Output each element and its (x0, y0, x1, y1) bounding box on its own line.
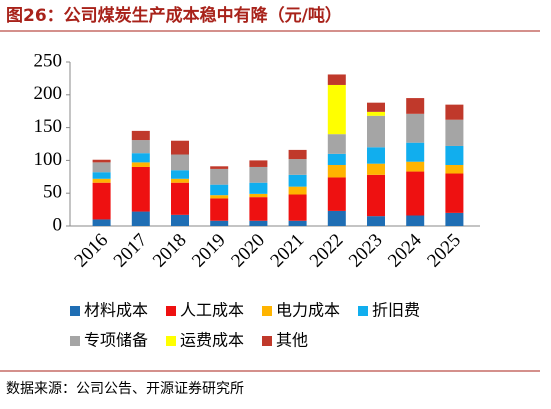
legend-label: 专项储备 (84, 331, 148, 350)
legend-label: 运费成本 (180, 331, 244, 350)
legend-swatch (70, 336, 80, 346)
bar-segment (445, 212, 464, 226)
bar-segment (249, 160, 268, 167)
bar-segment (406, 171, 425, 216)
bar-segment (210, 168, 229, 185)
bar-segment (92, 159, 111, 163)
bar-segment (131, 130, 150, 141)
bar-segment (288, 159, 307, 175)
x-tick-label: 2022 (306, 230, 348, 272)
bar-segment (288, 220, 307, 226)
bar-segment (131, 162, 150, 167)
bar-segment (131, 166, 150, 212)
bar-segment (131, 140, 150, 154)
bar-segment (445, 164, 464, 174)
bar-segment (367, 174, 385, 217)
bar-segment (367, 163, 385, 175)
bar-segment (249, 193, 268, 198)
bar-segment (171, 170, 189, 179)
y-tick-label: 50 (43, 182, 62, 203)
legend-label: 折旧费 (372, 301, 420, 320)
bar-segment (249, 166, 268, 183)
legend-label: 材料成本 (84, 301, 148, 320)
bar-segment (249, 220, 268, 226)
bar-segment (367, 102, 385, 112)
x-tick-label: 2020 (227, 230, 269, 272)
bar-segment (367, 147, 385, 164)
bar-segment (327, 164, 346, 178)
bar-segment (406, 113, 425, 143)
bar-segment (327, 134, 346, 154)
bar-segment (406, 98, 425, 114)
x-tick-label: 2023 (345, 230, 387, 272)
legend-label: 其他 (276, 331, 308, 350)
bar-segment (327, 74, 346, 85)
bar-segment (367, 216, 385, 226)
bar-segment (327, 177, 346, 211)
x-tick-label: 2019 (188, 230, 230, 272)
x-tick-label: 2016 (70, 230, 112, 272)
bar-segment (288, 174, 307, 187)
y-tick-label: 200 (34, 83, 63, 104)
x-tick-label: 2024 (384, 229, 426, 271)
x-tick-label: 2017 (110, 230, 152, 272)
y-tick-label: 250 (34, 50, 63, 71)
bar-segment (327, 153, 346, 165)
y-tick-label: 100 (34, 149, 63, 170)
bar-segment (210, 198, 229, 221)
bar-segment (367, 115, 385, 148)
legend-label: 人工成本 (180, 301, 244, 320)
bar-segment (288, 149, 307, 160)
legend-swatch (358, 306, 368, 316)
legend-swatch (262, 336, 272, 346)
bar-segment (210, 195, 229, 199)
bar-segment (171, 178, 189, 183)
bar-segment (445, 173, 464, 213)
bar-segment (210, 220, 229, 226)
x-tick-label: 2025 (423, 230, 465, 272)
bar-segment (406, 142, 425, 162)
source: 数据来源：公司公告、开源证券研究所 (6, 381, 244, 397)
legend-swatch (166, 336, 176, 346)
bar-segment (171, 140, 189, 155)
bar-segment (92, 178, 111, 183)
legend-swatch (262, 306, 272, 316)
x-tick-label: 2018 (149, 230, 191, 272)
bar-segment (171, 182, 189, 215)
bar-segment (288, 186, 307, 195)
bar-segment (171, 154, 189, 171)
bar-segment (210, 184, 229, 196)
x-tick-label: 2021 (266, 230, 308, 272)
y-tick-label: 150 (34, 116, 63, 137)
bar-segment (327, 210, 346, 226)
bar-segment (92, 172, 111, 179)
bar-segment (131, 153, 150, 163)
bar-segment (92, 182, 111, 220)
bar-segment (210, 166, 229, 169)
bar-segment (249, 197, 268, 221)
bar-segment (367, 111, 385, 116)
legend-swatch (166, 306, 176, 316)
legend-label: 电力成本 (276, 301, 340, 320)
bar-segment (406, 161, 425, 172)
bar-segment (445, 104, 464, 120)
legend-swatch (70, 306, 80, 316)
bar-segment (445, 119, 464, 146)
bar-segment (92, 219, 111, 226)
bar-segment (92, 162, 111, 173)
bar-segment (406, 215, 425, 226)
bar-segment (288, 194, 307, 221)
bar-segment (327, 84, 346, 135)
bar-segment (445, 145, 464, 165)
chart-title: 图26：公司煤炭生产成本稳中有降（元/吨） (6, 5, 342, 26)
bar-segment (171, 214, 189, 226)
y-tick-label: 0 (53, 214, 63, 235)
bar-segment (249, 182, 268, 194)
bar-segment (131, 211, 150, 226)
